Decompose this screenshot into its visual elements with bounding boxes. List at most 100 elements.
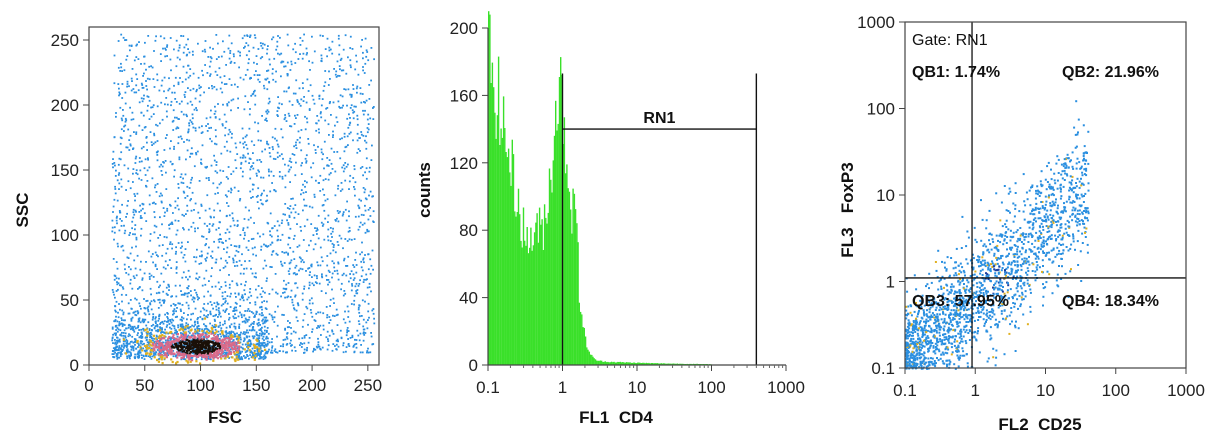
scatter-point <box>126 55 129 57</box>
scatter-point <box>249 343 252 346</box>
scatter-point <box>334 219 337 221</box>
scatter-point <box>153 356 156 359</box>
scatter-point <box>232 170 235 173</box>
scatter-point <box>178 329 181 332</box>
scatter-point <box>1045 218 1047 221</box>
scatter-point <box>186 149 189 152</box>
scatter-point <box>265 337 267 340</box>
scatter-point <box>237 315 240 318</box>
scatter-point <box>166 340 169 343</box>
scatter-point <box>205 269 208 272</box>
histogram-bar <box>609 362 612 365</box>
scatter-point <box>118 323 121 325</box>
scatter-point <box>245 331 247 334</box>
scatter-point <box>1042 304 1044 307</box>
scatter-point <box>157 319 160 322</box>
scatter-point <box>157 291 160 294</box>
scatter-point <box>323 140 326 143</box>
scatter-point <box>292 48 295 51</box>
scatter-point <box>355 264 358 266</box>
scatter-point <box>222 267 225 269</box>
scatter-point <box>153 354 155 357</box>
scatter-point <box>321 346 324 349</box>
scatter-point <box>140 260 142 263</box>
scatter-point <box>933 336 936 339</box>
scatter-point <box>270 235 273 238</box>
scatter-point <box>226 140 228 143</box>
scatter-point <box>252 152 254 154</box>
scatter-point <box>216 357 220 360</box>
scatter-point <box>206 352 209 355</box>
scatter-point <box>361 251 363 254</box>
scatter-point <box>173 148 175 150</box>
scatter-point <box>286 337 289 340</box>
scatter-point <box>160 358 163 361</box>
scatter-point <box>266 112 269 115</box>
scatter-point <box>947 338 950 341</box>
scatter-point <box>183 341 186 345</box>
scatter-point <box>263 321 266 324</box>
scatter-point <box>256 159 259 162</box>
scatter-point <box>177 127 180 129</box>
scatter-point <box>179 247 182 249</box>
scatter-point <box>162 322 165 325</box>
scatter-point <box>282 292 284 294</box>
scatter-point <box>126 355 128 358</box>
scatter-point <box>368 84 371 86</box>
scatter-point <box>250 267 252 270</box>
scatter-point <box>241 350 243 353</box>
scatter-point <box>178 345 181 348</box>
scatter-point <box>317 237 320 240</box>
scatter-point <box>980 262 983 265</box>
scatter-point <box>271 136 274 139</box>
scatter-point <box>153 327 156 330</box>
scatter-point <box>220 331 224 334</box>
scatter-point <box>238 323 241 326</box>
scatter-point <box>347 330 350 332</box>
scatter-point <box>1043 208 1046 211</box>
scatter-point <box>238 244 241 247</box>
scatter-point <box>138 355 140 357</box>
scatter-point <box>288 216 291 218</box>
histogram-bar <box>655 363 657 365</box>
scatter-point <box>261 192 263 195</box>
scatter-point <box>979 315 982 318</box>
scatter-point <box>975 300 977 303</box>
scatter-point <box>320 290 323 292</box>
scatter-point <box>308 274 311 276</box>
scatter-point <box>122 36 125 39</box>
scatter-point <box>145 324 148 327</box>
scatter-point <box>229 295 232 298</box>
scatter-point <box>183 46 186 49</box>
scatter-point <box>344 146 347 149</box>
scatter-point <box>278 107 280 110</box>
scatter-point <box>1039 248 1042 251</box>
scatter-point <box>222 340 225 343</box>
scatter-point <box>259 328 262 330</box>
scatter-point <box>193 346 196 349</box>
scatter-point <box>353 110 356 113</box>
scatter-point <box>153 50 155 52</box>
scatter-point <box>256 201 259 203</box>
scatter-point <box>245 246 248 249</box>
scatter-point <box>165 236 168 239</box>
scatter-point <box>259 324 261 326</box>
scatter-point <box>325 306 328 308</box>
scatter-point <box>226 104 229 107</box>
scatter-point <box>368 98 371 100</box>
scatter-point <box>191 117 194 120</box>
scatter-point <box>209 137 211 140</box>
scatter-point <box>233 245 236 247</box>
scatter-point <box>373 322 376 325</box>
scatter-point <box>261 332 264 334</box>
scatter-point <box>233 325 236 328</box>
scatter-point <box>213 346 216 348</box>
scatter-point <box>312 350 314 353</box>
scatter-point <box>304 185 306 188</box>
scatter-point <box>304 115 306 118</box>
scatter-point <box>1029 288 1032 291</box>
scatter-point <box>335 314 338 317</box>
scatter-point <box>191 152 194 155</box>
scatter-point <box>204 331 207 334</box>
scatter-point <box>253 358 256 361</box>
